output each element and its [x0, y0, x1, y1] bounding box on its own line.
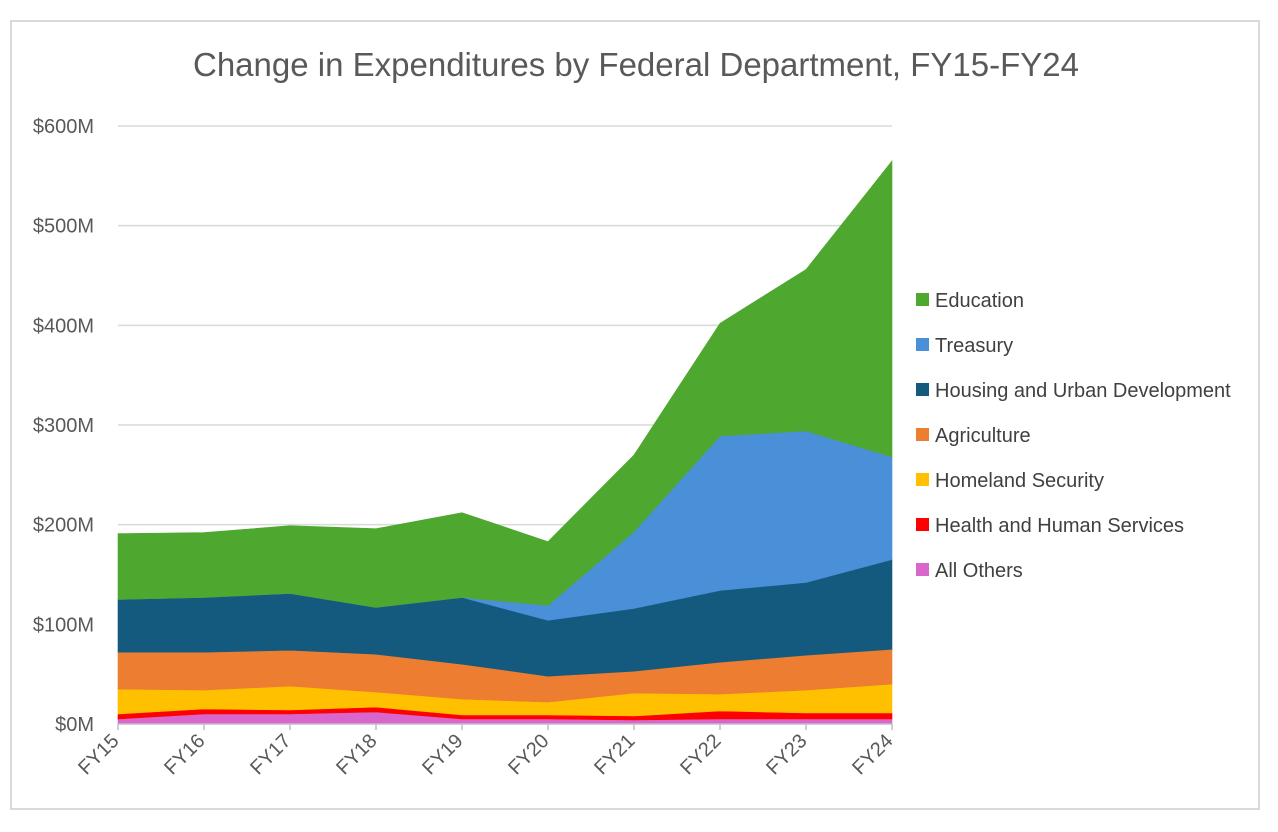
legend-swatch — [916, 473, 929, 486]
legend-label: Agriculture — [935, 425, 1031, 447]
y-tick-label: $500M — [33, 216, 94, 238]
legend-swatch — [916, 383, 929, 396]
area-education — [117, 160, 893, 608]
area-layer — [117, 160, 893, 725]
x-tick-label: FY16 — [160, 730, 209, 779]
legend-label: Treasury — [935, 335, 1013, 357]
x-tick-label: FY15 — [74, 730, 123, 779]
x-tick-label: FY19 — [418, 730, 467, 779]
legend-label: Homeland Security — [935, 470, 1104, 492]
legend: Education Treasury Housing and Urban Devel… — [916, 290, 1231, 582]
x-tick-label: FY24 — [848, 730, 897, 779]
chart-title: Change in Expenditures by Federal Depart… — [193, 46, 1079, 83]
legend-swatch — [916, 338, 929, 351]
legend-swatch — [916, 518, 929, 531]
legend-label: All Others — [935, 560, 1023, 582]
y-tick-label: $0M — [55, 714, 94, 736]
legend-swatch — [916, 293, 929, 306]
y-tick-label: $300M — [33, 415, 94, 437]
x-tick-label: FY22 — [676, 730, 725, 779]
x-tick-label: FY17 — [246, 730, 295, 779]
legend-swatch — [916, 563, 929, 576]
legend-swatch — [916, 428, 929, 441]
x-axis: FY15 FY16 FY17 FY18 FY19 FY20 FY21 FY22 FY23 FY24 — [74, 723, 898, 779]
y-tick-label: $100M — [33, 614, 94, 636]
y-axis: $0M $100M $200M $300M $400M $500M $600M — [33, 116, 94, 736]
y-tick-label: $400M — [33, 315, 94, 337]
x-tick-label: FY23 — [762, 730, 811, 779]
legend-label: Health and Human Services — [935, 515, 1184, 537]
x-tick-label: FY20 — [504, 730, 553, 779]
x-tick-label: FY18 — [332, 730, 381, 779]
y-tick-label: $200M — [33, 515, 94, 537]
y-tick-label: $600M — [33, 116, 94, 138]
legend-label: Housing and Urban Development — [935, 380, 1231, 402]
x-tick-label: FY21 — [590, 730, 639, 779]
legend-label: Education — [935, 290, 1024, 312]
